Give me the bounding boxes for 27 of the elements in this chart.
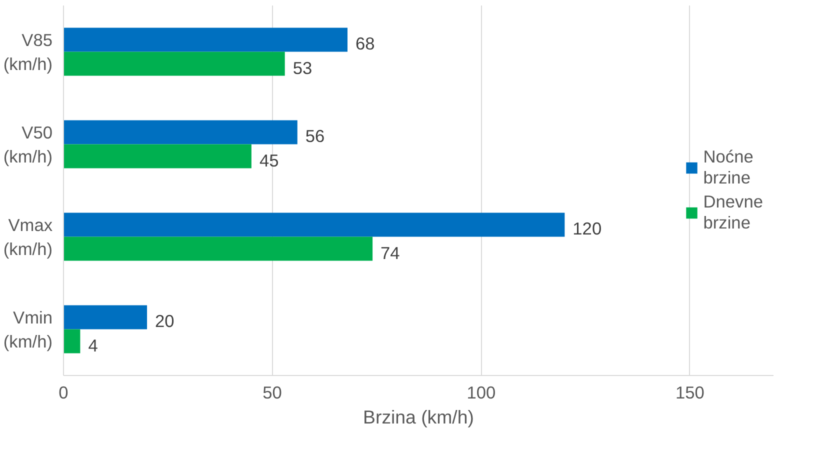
y-tick-label: V50 (km/h)	[3, 122, 53, 166]
x-tick-label: 50	[262, 382, 282, 402]
bar	[64, 212, 565, 237]
bar	[64, 28, 348, 52]
bar	[64, 305, 148, 330]
bar	[64, 236, 373, 261]
bar	[64, 120, 298, 144]
y-tick-label: V85 (km/h)	[3, 30, 53, 74]
data-label: 56	[305, 126, 325, 146]
y-tick-label: Vmax (km/h)	[3, 214, 53, 259]
data-label: 68	[356, 34, 375, 54]
data-label: 74	[380, 242, 400, 263]
legend-label: Noćne brzine	[703, 146, 754, 188]
y-tick-label: Vmin (km/h)	[3, 307, 53, 352]
data-label: 120	[572, 218, 602, 239]
x-tick-label: 150	[676, 382, 704, 402]
x-axis-title: Brzina (km/h)	[363, 406, 474, 428]
bar	[64, 144, 252, 168]
x-tick-label: 100	[466, 382, 496, 402]
bar	[64, 52, 285, 76]
bar	[64, 329, 80, 354]
x-tick-label: 0	[58, 382, 68, 402]
data-label: 20	[155, 311, 174, 332]
legend-label: Dnevne brzine	[703, 192, 763, 234]
data-label: 53	[292, 58, 312, 78]
data-label: 45	[259, 150, 279, 170]
data-label: 4	[88, 335, 98, 356]
